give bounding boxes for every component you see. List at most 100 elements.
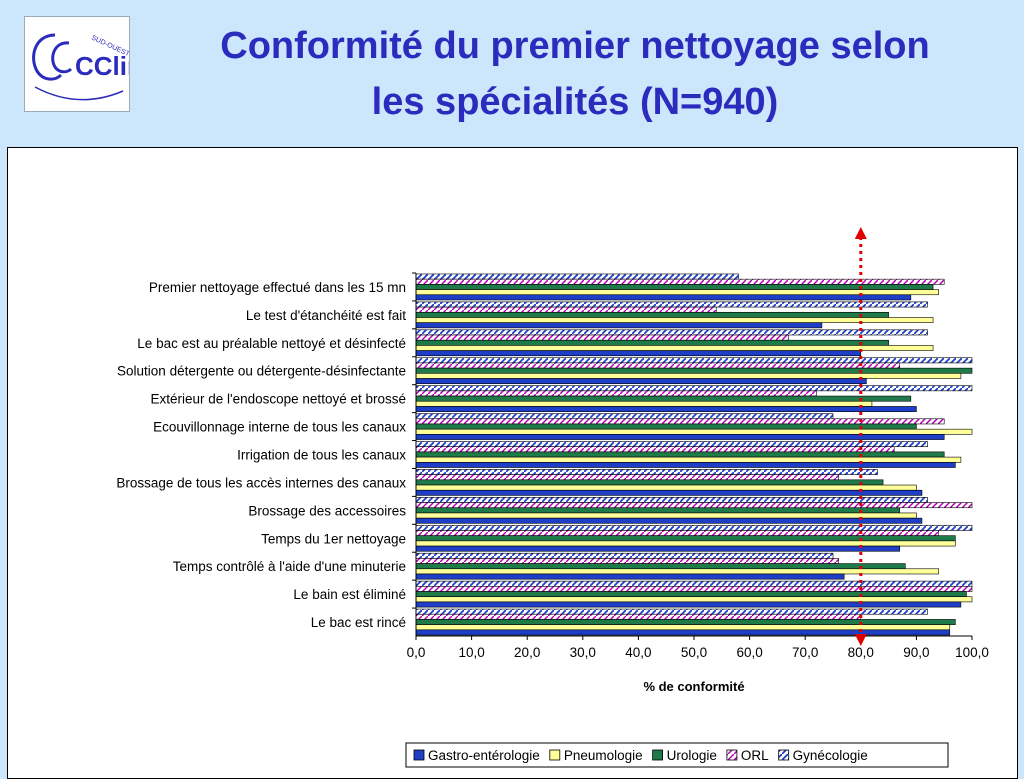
x-tick-label: 30,0 xyxy=(570,645,596,660)
bar-9-series-3 xyxy=(415,507,901,514)
category-label: Premier nettoyage effectué dans les 15 m… xyxy=(149,280,406,295)
bar-3-series-1 xyxy=(415,350,862,357)
bar-3-series-5 xyxy=(415,329,928,336)
bar-11-series-4 xyxy=(415,558,839,564)
x-tick-label: 80,0 xyxy=(848,645,874,660)
bar-9-series-5 xyxy=(415,497,928,503)
bar-5-series-1 xyxy=(415,406,917,412)
bar-13-series-1 xyxy=(415,629,951,636)
bar-1-series-3 xyxy=(415,284,934,290)
bar-2-series-4 xyxy=(415,306,717,313)
category-label: Le test d'étanchéité est fait xyxy=(246,308,406,323)
category-label: Brossage de tous les accès internes des … xyxy=(116,475,406,490)
bar-7-series-1 xyxy=(415,461,956,468)
bar-6-series-3 xyxy=(415,423,917,430)
bar-13-series-2 xyxy=(415,624,951,631)
legend-label: Urologie xyxy=(667,748,717,763)
bar-4-series-3 xyxy=(415,367,973,374)
legend-label: ORL xyxy=(741,748,769,763)
bars-group xyxy=(415,273,973,636)
bar-4-series-1 xyxy=(415,378,867,385)
category-label: Le bain est éliminé xyxy=(293,587,406,602)
bar-1-series-4 xyxy=(415,278,945,285)
legend: Gastro-entérologie Pneumologie Urologie ORL… xyxy=(405,742,949,768)
threshold-arrow-up xyxy=(854,227,867,239)
cclin-logo-graphic: CClin SUD-OUEST xyxy=(32,33,143,101)
bar-12-series-1 xyxy=(415,601,962,608)
legend-box xyxy=(405,742,949,768)
x-tick-label: 40,0 xyxy=(625,645,651,660)
bar-1-series-5 xyxy=(415,273,739,280)
category-label: Le bac est au préalable nettoyé et désin… xyxy=(137,336,406,351)
x-tick-label: 20,0 xyxy=(514,645,540,660)
x-tick-label: 90,0 xyxy=(903,645,929,660)
category-label: Extérieur de l'endoscope nettoyé et bros… xyxy=(151,392,407,407)
bar-4-series-4 xyxy=(415,362,901,369)
x-tick-label: 10,0 xyxy=(458,645,484,660)
bar-13-series-4 xyxy=(415,613,862,620)
category-label: Solution détergente ou détergente-désinf… xyxy=(117,364,406,379)
cclin-logo: CClin SUD-OUEST xyxy=(24,16,143,112)
category-label: Temps contrôlé à l'aide d'une minuterie xyxy=(173,559,406,574)
bar-6-series-1 xyxy=(415,434,945,440)
bar-12-series-5 xyxy=(415,580,973,587)
bar-7-series-3 xyxy=(415,451,945,458)
logo-text: CClin xyxy=(75,51,129,81)
bar-6-series-2 xyxy=(415,428,973,435)
bar-11-series-3 xyxy=(415,563,906,570)
bar-6-series-5 xyxy=(415,413,834,420)
bar-5-series-5 xyxy=(415,385,973,392)
legend-label: Gastro-entérologie xyxy=(428,748,540,763)
threshold-marker xyxy=(854,227,867,646)
category-labels: Premier nettoyage effectué dans les 15 m… xyxy=(116,272,416,630)
bar-12-series-2 xyxy=(415,596,973,603)
bar-10-series-3 xyxy=(415,535,956,542)
bar-4-series-5 xyxy=(415,357,973,364)
slide-title-line1: Conformité du premier nettoyage selon xyxy=(220,25,930,67)
slide-title: Conformité du premier nettoyage selon le… xyxy=(140,18,1010,130)
x-axis-title: % de conformité xyxy=(643,679,744,694)
bar-10-series-1 xyxy=(415,545,901,552)
x-axis: 0,0 10,0 20,0 30,0 40,0 50,0 60,0 70,0 80,0 90,0 1… xyxy=(407,273,989,694)
bar-12-series-3 xyxy=(415,591,967,598)
bar-5-series-4 xyxy=(415,390,817,397)
legend-swatch xyxy=(778,749,790,761)
bar-8-series-4 xyxy=(415,474,839,481)
bar-10-series-2 xyxy=(415,540,956,547)
conformity-bar-chart: Premier nettoyage effectué dans les 15 m… xyxy=(116,227,989,768)
x-tick-label: 50,0 xyxy=(681,645,707,660)
bar-4-series-2 xyxy=(415,373,962,379)
x-tick-label: 100,0 xyxy=(955,645,989,660)
category-label: Irrigation de tous les canaux xyxy=(237,448,406,463)
bar-11-series-5 xyxy=(415,552,834,559)
bar-10-series-5 xyxy=(415,524,973,531)
chart-area: Premier nettoyage effectué dans les 15 m… xyxy=(7,147,1018,779)
bar-8-series-2 xyxy=(415,484,917,491)
slide-title-line2: les spécialités (N=940) xyxy=(371,81,779,123)
category-label: Temps du 1er nettoyage xyxy=(261,531,406,546)
legend-label: Pneumologie xyxy=(564,748,643,763)
bar-12-series-4 xyxy=(415,586,973,592)
bar-9-series-4 xyxy=(415,502,973,509)
bar-2-series-5 xyxy=(415,301,928,308)
bar-7-series-4 xyxy=(415,446,895,453)
bar-2-series-2 xyxy=(415,317,934,323)
bar-3-series-2 xyxy=(415,345,934,351)
category-label: Le bac est rincé xyxy=(311,615,406,630)
bar-9-series-2 xyxy=(415,512,917,519)
legend-swatch xyxy=(652,749,664,761)
bar-5-series-3 xyxy=(415,395,912,402)
bar-6-series-4 xyxy=(415,418,945,425)
bar-2-series-1 xyxy=(415,322,823,329)
category-label: Brossage des accessoires xyxy=(248,503,406,518)
bar-8-series-5 xyxy=(415,469,878,475)
bar-13-series-5 xyxy=(415,608,928,615)
bar-13-series-3 xyxy=(415,619,956,625)
x-tick-label: 0,0 xyxy=(407,645,426,660)
legend-swatch xyxy=(549,749,561,761)
bar-7-series-2 xyxy=(415,456,962,463)
bar-5-series-2 xyxy=(415,400,873,407)
bar-7-series-5 xyxy=(415,441,928,447)
bar-3-series-3 xyxy=(415,339,889,346)
legend-swatch xyxy=(726,749,738,761)
